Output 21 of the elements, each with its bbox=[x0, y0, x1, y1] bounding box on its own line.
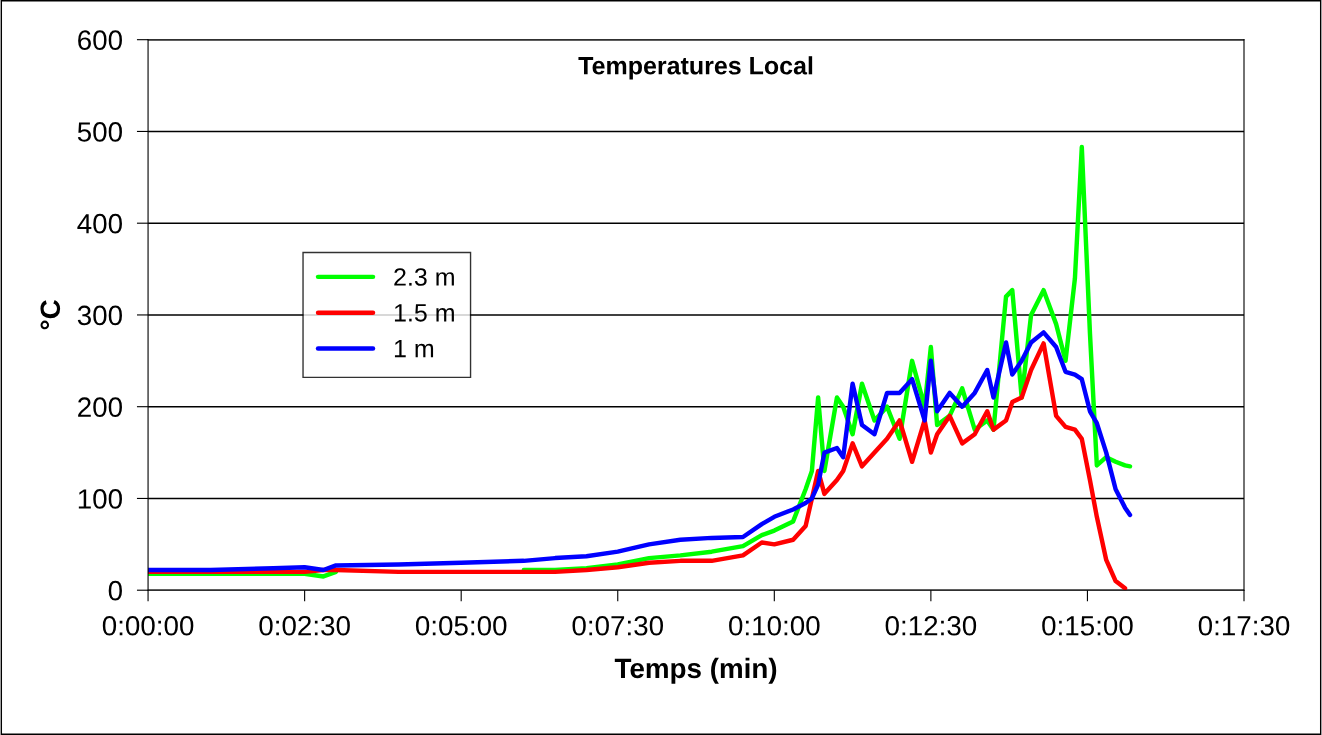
legend-label: 2.3 m bbox=[394, 268, 454, 286]
x-tick-label: 0:02:30 bbox=[259, 615, 350, 636]
x-tick-label: 0:05:00 bbox=[415, 615, 507, 636]
y-tick-label: 500 bbox=[77, 122, 122, 142]
x-tick-label: 0:17:30 bbox=[1198, 615, 1290, 636]
x-tick-label: 0:10:00 bbox=[729, 615, 820, 636]
x-tick-label: 0:12:30 bbox=[885, 615, 977, 636]
x-tick-label: 0:00:00 bbox=[102, 615, 194, 636]
x-axis-title: Temps (min) bbox=[614, 657, 777, 684]
y-tick-label: 400 bbox=[77, 213, 122, 234]
y-axis-title: °C bbox=[40, 300, 61, 330]
legend-label: 1 m bbox=[394, 340, 434, 358]
x-tick-label: 0:15:00 bbox=[1042, 615, 1133, 636]
text: Temperatures Local bbox=[578, 56, 813, 80]
y-tick-label: 600 bbox=[78, 30, 122, 51]
y-tick-label: 0 bbox=[108, 580, 122, 601]
y-tick-label: 100 bbox=[78, 489, 122, 509]
y-tick-label: 300 bbox=[77, 305, 122, 326]
y-tick-label: 200 bbox=[78, 397, 122, 418]
x-tick-label: 0:07:30 bbox=[572, 615, 664, 636]
legend-label: 1.5 m bbox=[394, 304, 454, 322]
